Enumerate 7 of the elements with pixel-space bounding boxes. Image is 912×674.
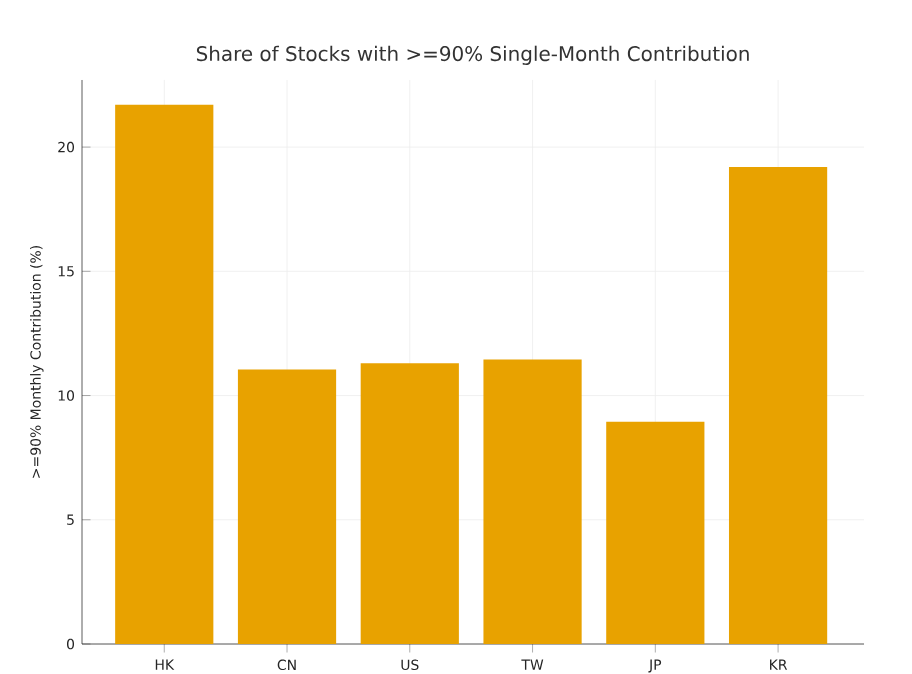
bar [483, 359, 582, 644]
chart-title: Share of Stocks with >=90% Single-Month Contribution [196, 45, 749, 66]
bar [728, 166, 828, 644]
bar [115, 104, 214, 644]
bar [360, 363, 459, 644]
bar [606, 421, 705, 644]
bar [237, 369, 337, 644]
